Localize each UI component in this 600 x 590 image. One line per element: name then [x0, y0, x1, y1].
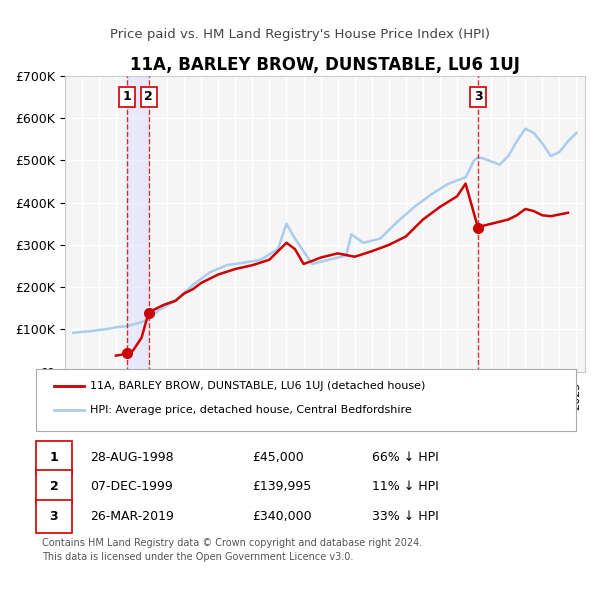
Text: 11A, BARLEY BROW, DUNSTABLE, LU6 1UJ (detached house): 11A, BARLEY BROW, DUNSTABLE, LU6 1UJ (de… [90, 382, 425, 391]
Text: Contains HM Land Registry data © Crown copyright and database right 2024.: Contains HM Land Registry data © Crown c… [42, 537, 422, 548]
Title: 11A, BARLEY BROW, DUNSTABLE, LU6 1UJ: 11A, BARLEY BROW, DUNSTABLE, LU6 1UJ [130, 56, 520, 74]
Text: 11% ↓ HPI: 11% ↓ HPI [372, 480, 439, 493]
Text: HPI: Average price, detached house, Central Bedfordshire: HPI: Average price, detached house, Cent… [90, 405, 412, 415]
Text: 66% ↓ HPI: 66% ↓ HPI [372, 451, 439, 464]
Text: 2: 2 [50, 480, 58, 493]
Text: 3: 3 [50, 510, 58, 523]
Text: 1: 1 [50, 451, 58, 464]
Text: 1: 1 [123, 90, 131, 103]
Text: £139,995: £139,995 [252, 480, 311, 493]
Text: £45,000: £45,000 [252, 451, 304, 464]
Text: 2: 2 [144, 90, 153, 103]
Text: Price paid vs. HM Land Registry's House Price Index (HPI): Price paid vs. HM Land Registry's House … [110, 28, 490, 41]
Text: 3: 3 [474, 90, 482, 103]
Text: £340,000: £340,000 [252, 510, 311, 523]
Text: This data is licensed under the Open Government Licence v3.0.: This data is licensed under the Open Gov… [42, 552, 353, 562]
Text: 28-AUG-1998: 28-AUG-1998 [90, 451, 173, 464]
Text: 33% ↓ HPI: 33% ↓ HPI [372, 510, 439, 523]
Text: 07-DEC-1999: 07-DEC-1999 [90, 480, 173, 493]
Bar [127, 76, 149, 372]
Text: 26-MAR-2019: 26-MAR-2019 [90, 510, 174, 523]
